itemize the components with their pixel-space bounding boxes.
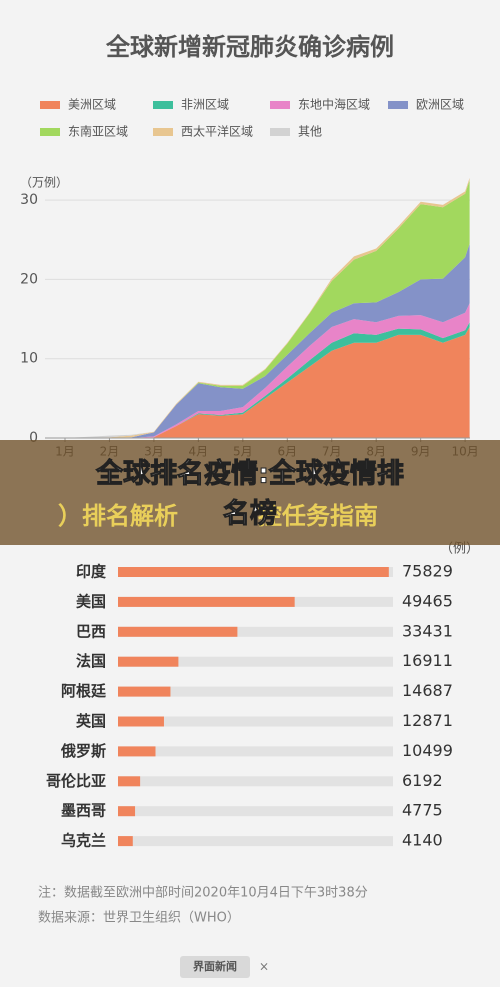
category-label: 法国 [76, 652, 106, 670]
bar-track [118, 776, 393, 787]
legend-swatch [388, 101, 408, 109]
area [65, 327, 470, 438]
legend-swatch [153, 101, 173, 109]
category-label: 乌克兰 [61, 832, 106, 850]
legend-swatch [40, 101, 60, 109]
bar-track [118, 836, 393, 847]
legend-swatch [270, 128, 290, 136]
y-axis-label: （万例） [20, 176, 68, 190]
category-label: 阿根廷 [61, 682, 107, 700]
area [65, 180, 470, 439]
brand-badge [180, 956, 250, 978]
value-label: 16911 [402, 651, 453, 670]
legend-label: 东南亚区域 [68, 124, 128, 139]
bar [118, 567, 389, 577]
value-label: 14687 [402, 681, 453, 700]
legend-swatch [153, 128, 173, 136]
bar-track [118, 686, 393, 697]
value-label: 6192 [402, 771, 443, 790]
value-label: 49465 [402, 591, 453, 610]
separator: × [259, 960, 269, 974]
category-label: 英国 [76, 712, 106, 730]
legend-label: 非洲区域 [181, 98, 229, 112]
value-label: 12871 [402, 711, 453, 730]
bar [118, 626, 238, 637]
value-label: 33431 [402, 621, 453, 640]
value-label: 4140 [402, 831, 443, 850]
legend-label: 美洲区域 [68, 98, 116, 112]
legend-label: 欧洲区域 [416, 98, 464, 112]
banner-back-text: ）排名解析 [58, 502, 178, 530]
bar [118, 776, 141, 787]
y-tick-label: 20 [20, 271, 38, 287]
legend-label: 其他 [298, 125, 322, 139]
legend-swatch [270, 101, 290, 109]
bar [118, 746, 156, 757]
category-label: 巴西 [76, 622, 106, 640]
category-label: 印度 [76, 563, 107, 581]
value-label: 10499 [402, 741, 453, 760]
unit-label: （例） [440, 542, 479, 557]
bar [118, 686, 171, 697]
banner-title: 名榜 [223, 498, 277, 530]
legend-label: 西太平洋区域 [181, 124, 253, 139]
legend-swatch [40, 128, 60, 136]
banner-title: 全球排名疫情:全球疫情排 [95, 458, 404, 490]
note: 数据来源：世界卫生组织（WHO） [38, 911, 240, 926]
bar-track [118, 746, 393, 757]
category-label: 哥伦比亚 [46, 772, 106, 790]
bar [118, 656, 179, 667]
brand: 界面新闻 [193, 959, 237, 973]
chart-title: 全球新增新冠肺炎确诊病例 [105, 33, 394, 61]
area [65, 177, 470, 438]
bar [118, 596, 295, 607]
value-label: 4775 [402, 801, 443, 820]
bar [118, 836, 133, 847]
bar-track [118, 806, 393, 817]
bar-track [118, 656, 393, 667]
category-label: 俄罗斯 [60, 742, 106, 760]
banner-back-text: 控任务指南 [258, 502, 378, 530]
bar-track [118, 626, 393, 637]
banner-bg [0, 440, 500, 545]
banner: ）排名解析 控任务指南 全球排名疫情:全球疫情排 名榜 [0, 440, 500, 545]
value-label: 75829 [402, 562, 453, 581]
bar-track [118, 716, 393, 727]
y-tick-label: 10 [20, 351, 38, 367]
y-tick-label: 0 [29, 430, 38, 446]
category-label: 墨西哥 [61, 802, 106, 820]
note: 注：数据截至欧洲中部时间2020年10月4日下午3时38分 [38, 886, 368, 901]
bar [118, 716, 164, 727]
bar [118, 806, 136, 817]
y-tick-label: 30 [20, 192, 38, 208]
legend-label: 东地中海区域 [298, 97, 370, 112]
area [65, 322, 470, 438]
category-label: 美国 [76, 592, 106, 610]
